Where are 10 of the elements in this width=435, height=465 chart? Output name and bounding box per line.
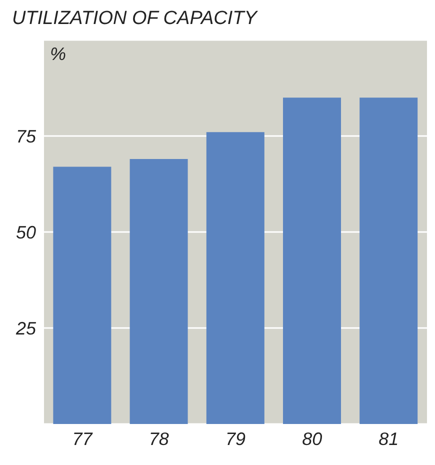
- y-tick-label: 25: [14, 318, 37, 338]
- y-tick-label: 50: [16, 222, 36, 242]
- x-tick-label: 79: [225, 428, 246, 449]
- x-tick-label: 80: [302, 428, 322, 449]
- x-tick-label: 77: [72, 428, 94, 449]
- y-axis-title: %: [50, 44, 66, 64]
- x-tick-label: 78: [148, 428, 169, 449]
- chart-title: UTILIZATION OF CAPACITY: [12, 8, 259, 30]
- y-tick-label: 75: [16, 126, 37, 146]
- x-tick-label: 81: [378, 428, 399, 449]
